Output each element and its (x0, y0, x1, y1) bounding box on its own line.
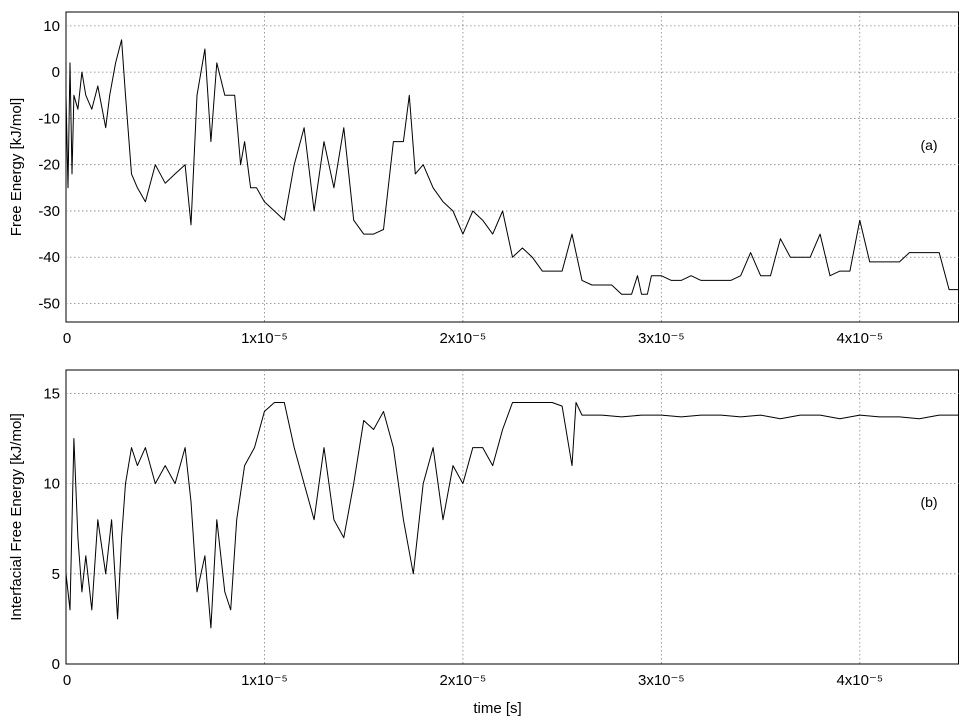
panel-b-y-axis-label: Interfacial Free Energy [kJ/mol] (8, 413, 25, 621)
panel-a-y-tick-label: -20 (38, 157, 60, 174)
panel-a-series (65, 39, 959, 295)
panel-b-x-axis-label: time [s] (473, 700, 521, 717)
panel-a-x-tick-label: 1x10⁻⁵ (241, 330, 288, 347)
panel-a-x-tick-label: 0 (63, 330, 71, 347)
panel-b-x-tick-label: 3x10⁻⁵ (638, 672, 685, 689)
panel-b-y-tick-label: 5 (52, 566, 60, 583)
panel-b-frame (65, 369, 959, 665)
panel-a-frame (65, 11, 959, 323)
panel-a-x-tick-label: 4x10⁻⁵ (836, 330, 883, 347)
panel-b-x-tick-label: 1x10⁻⁵ (241, 672, 288, 689)
panel-b-y-tick-label: 0 (52, 656, 60, 673)
panel-b-x-tick-label: 2x10⁻⁵ (440, 672, 487, 689)
panel-a-series-line (65, 39, 959, 295)
panel-a-x-tick-label: 2x10⁻⁵ (440, 330, 487, 347)
panel-a-y-tick-label: -30 (38, 203, 60, 220)
panel-b-x-tick-label: 4x10⁻⁵ (836, 672, 883, 689)
panel-a-y-tick-label: -10 (38, 110, 60, 127)
panel-b-label: (b) (920, 494, 937, 510)
panel-a-y-tick-label: 0 (52, 64, 60, 81)
panel-a-x-tick-label: 3x10⁻⁵ (638, 330, 685, 347)
panel-a-grid (66, 12, 959, 322)
panel-b: 0 1x10⁻⁵ 2x10⁻⁵ 3x10⁻⁵ 4x10⁻⁵ 15 10 5 0 Interfa… (8, 369, 959, 717)
panel-a-y-tick-label: -50 (38, 295, 60, 312)
panel-a-y-ticks: 10 0 -10 -20 -30 -40 -50 (38, 18, 60, 313)
panel-b-y-tick-label: 15 (43, 385, 60, 402)
panel-b-grid (66, 370, 959, 664)
panel-b-series-line (65, 402, 959, 629)
panel-a-y-axis-label: Free Energy [kJ/mol] (8, 98, 25, 236)
panel-b-x-ticks: 0 1x10⁻⁵ 2x10⁻⁵ 3x10⁻⁵ 4x10⁻⁵ (63, 672, 883, 689)
panel-b-series (65, 402, 959, 629)
panel-b-x-tick-label: 0 (63, 672, 71, 689)
panel-a: 0 1x10⁻⁵ 2x10⁻⁵ 3x10⁻⁵ 4x10⁻⁵ 10 0 -10 -20 -30 -4… (8, 11, 959, 347)
panel-a-y-tick-label: 10 (43, 18, 60, 35)
panel-a-x-ticks: 0 1x10⁻⁵ 2x10⁻⁵ 3x10⁻⁵ 4x10⁻⁵ (63, 330, 883, 347)
panel-b-y-tick-label: 10 (43, 476, 60, 493)
panel-a-y-tick-label: -40 (38, 249, 60, 266)
panel-b-y-ticks: 15 10 5 0 (43, 385, 60, 673)
panel-a-label: (a) (920, 137, 937, 153)
